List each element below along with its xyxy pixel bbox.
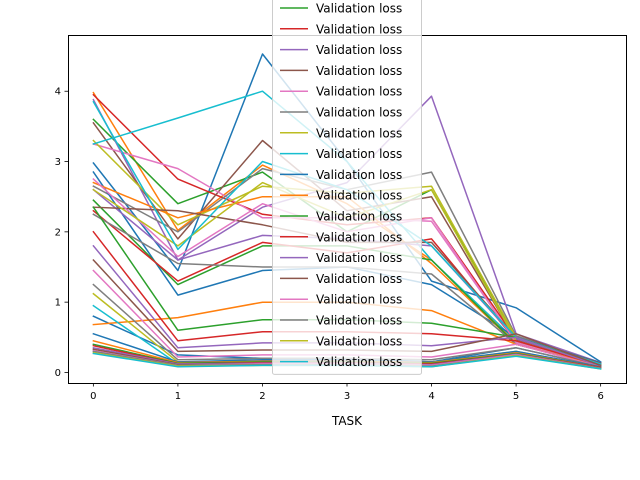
legend-label: Validation loss [316, 147, 402, 161]
legend-label: Validation loss [316, 272, 402, 286]
legend-label: Validation loss [316, 210, 402, 224]
legend-label: Validation loss [316, 2, 402, 16]
x-tick-label: 5 [513, 391, 519, 402]
legend-label: Validation loss [316, 168, 402, 182]
legend-label: Validation loss [316, 43, 402, 57]
legend-label: Validation loss [316, 293, 402, 307]
x-tick-label: 3 [344, 391, 350, 402]
legend-label: Validation loss [316, 22, 402, 36]
legend-label: Validation loss [316, 106, 402, 120]
x-tick-label: 6 [597, 391, 603, 402]
legend-label: Validation loss [316, 85, 402, 99]
x-tick-label: 4 [428, 391, 434, 402]
x-axis-label: TASK [331, 414, 363, 428]
x-tick-label: 2 [259, 391, 265, 402]
legend-label: Validation loss [316, 189, 402, 203]
legend-label: Validation loss [316, 334, 402, 348]
x-tick-label: 1 [175, 391, 181, 402]
y-tick-label: 3 [55, 157, 61, 168]
legend: Validation loss Validation loss Validation… [272, 0, 422, 375]
legend-label: Validation loss [316, 230, 402, 244]
y-tick-label: 1 [55, 298, 61, 309]
y-tick-label: 4 [55, 87, 61, 98]
legend-label: Validation loss [316, 314, 402, 328]
legend-label: Validation loss [316, 355, 402, 369]
y-axis-ticks: 0 1 2 3 4 [55, 87, 68, 379]
legend-label: Validation loss [316, 64, 402, 78]
legend-label: Validation loss [316, 126, 402, 140]
y-tick-label: 2 [55, 227, 61, 238]
legend-box [272, 0, 422, 375]
legend-label: Validation loss [316, 251, 402, 265]
y-tick-label: 0 [55, 368, 61, 379]
x-axis-ticks: 0 1 2 3 4 5 6 [90, 383, 604, 402]
x-tick-label: 0 [90, 391, 96, 402]
